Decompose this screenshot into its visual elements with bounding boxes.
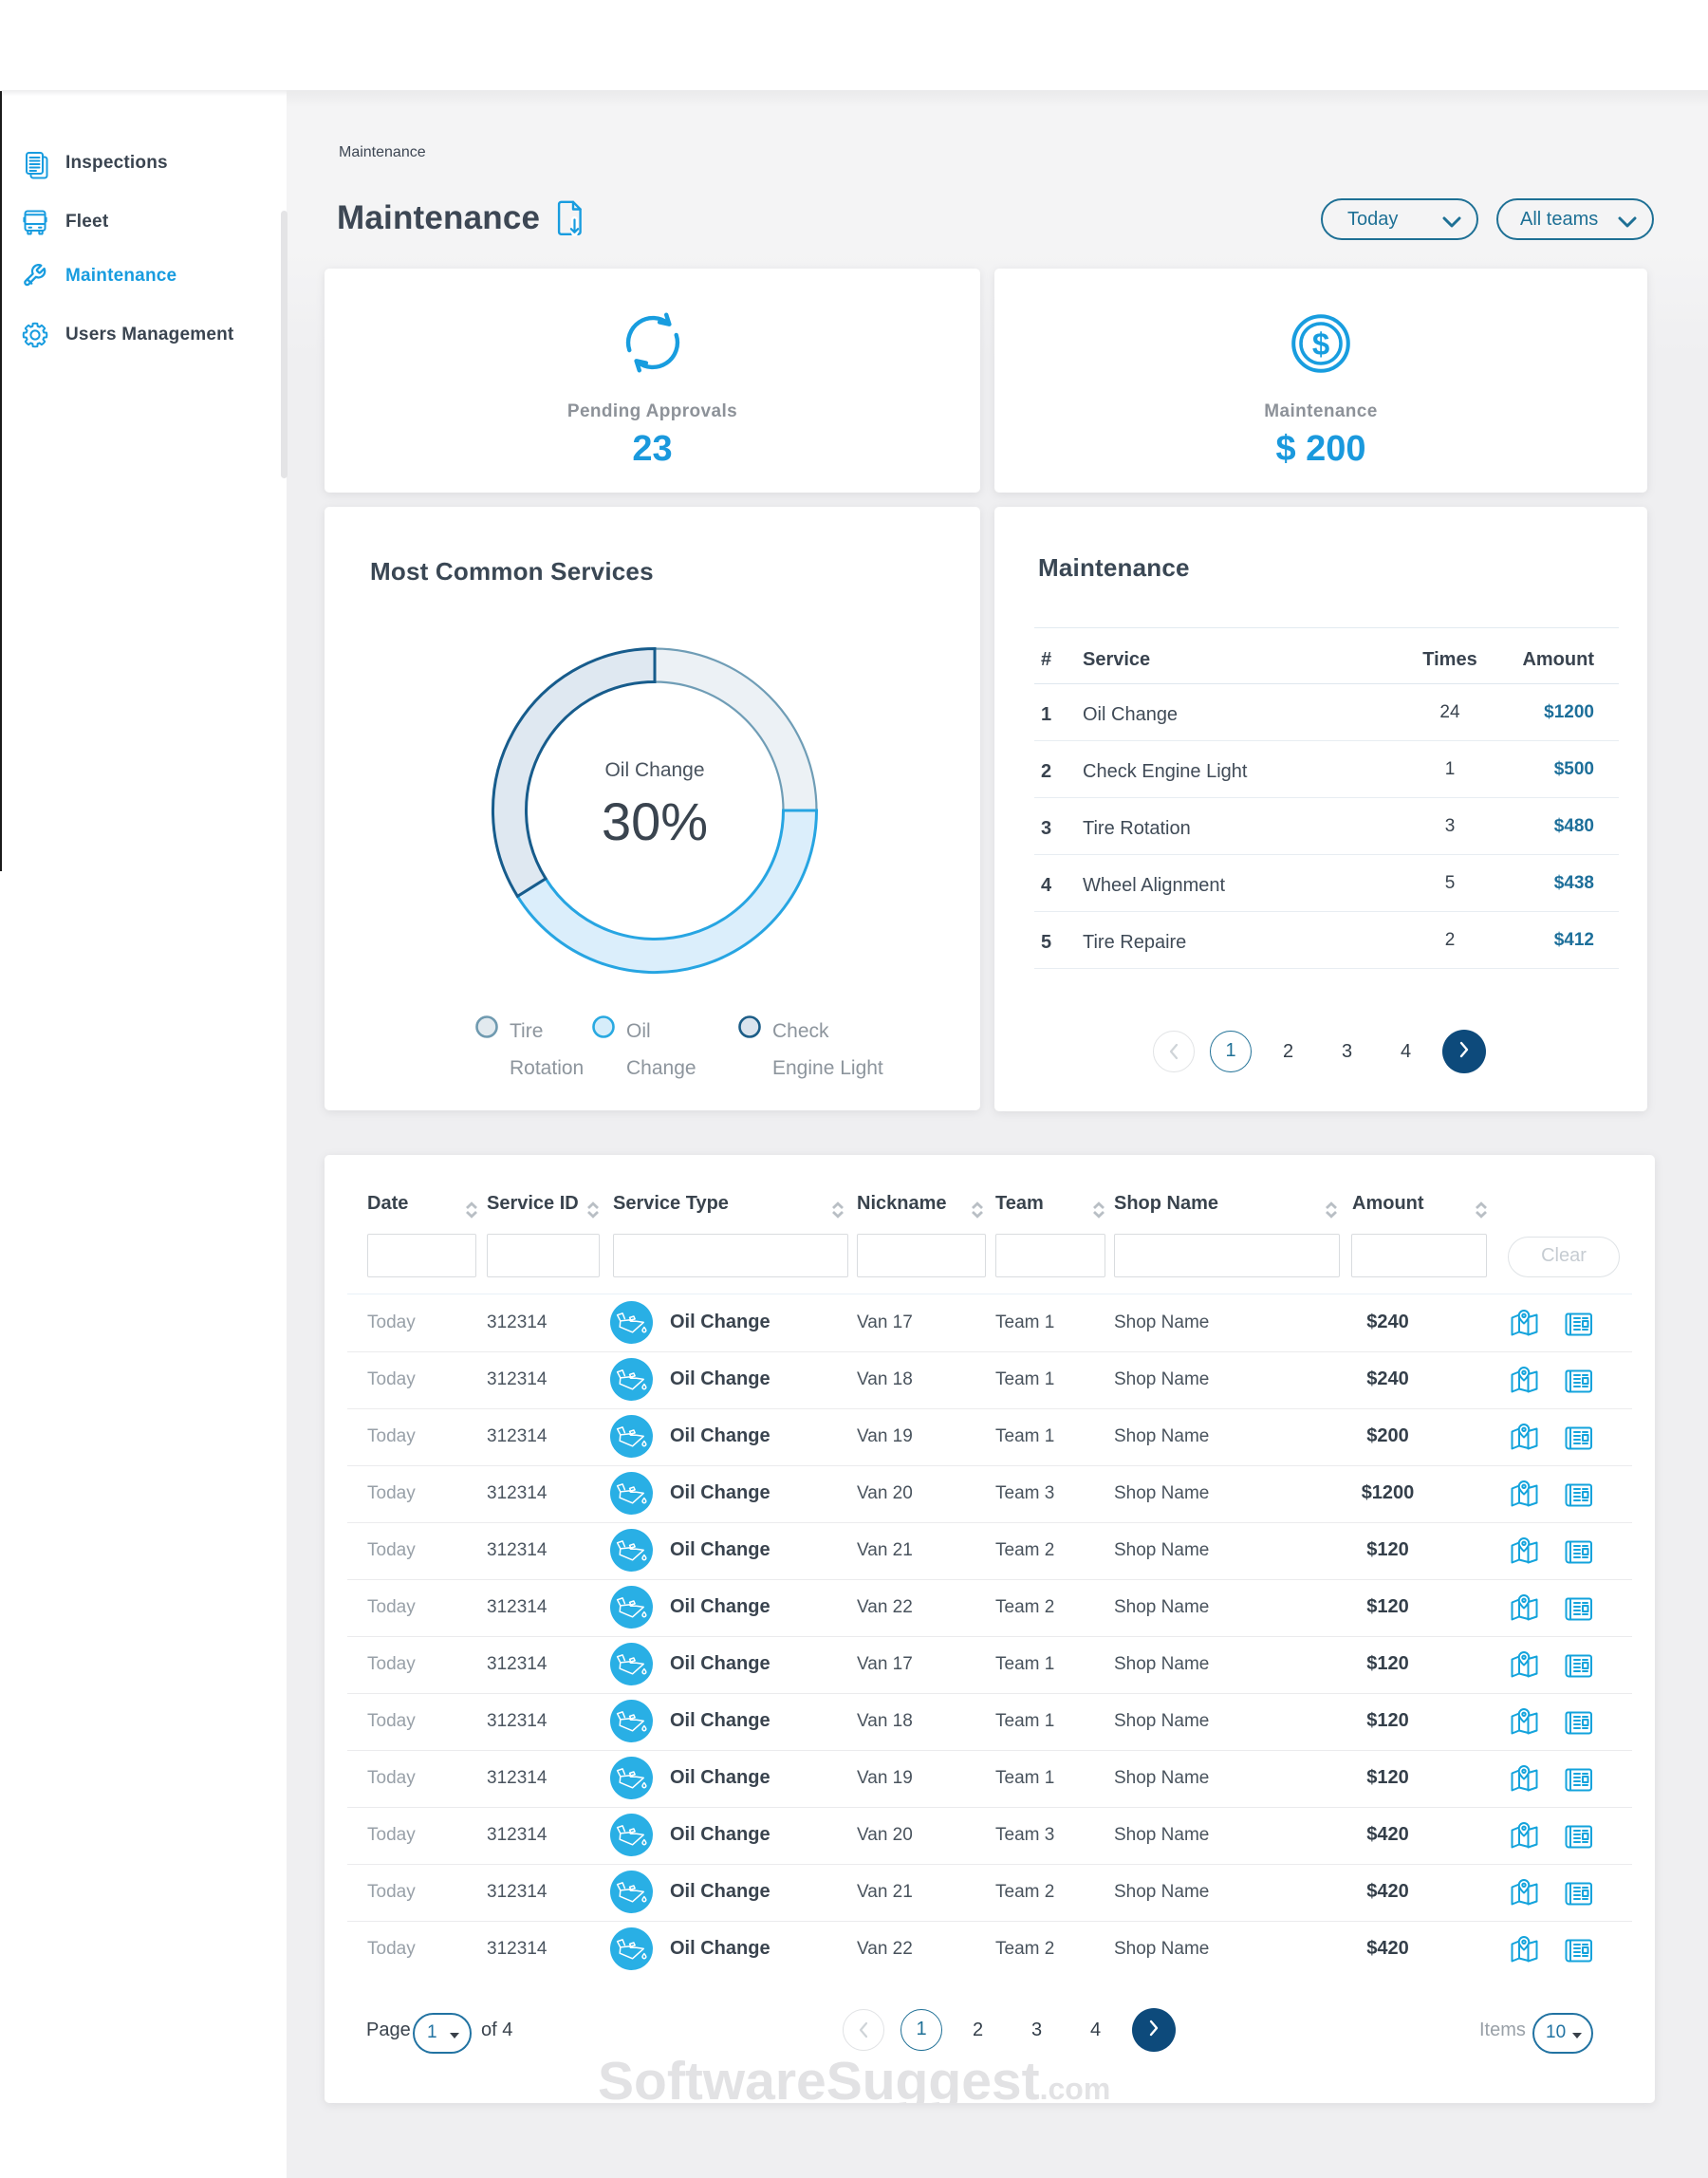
svg-text:$: $ bbox=[1312, 326, 1329, 362]
